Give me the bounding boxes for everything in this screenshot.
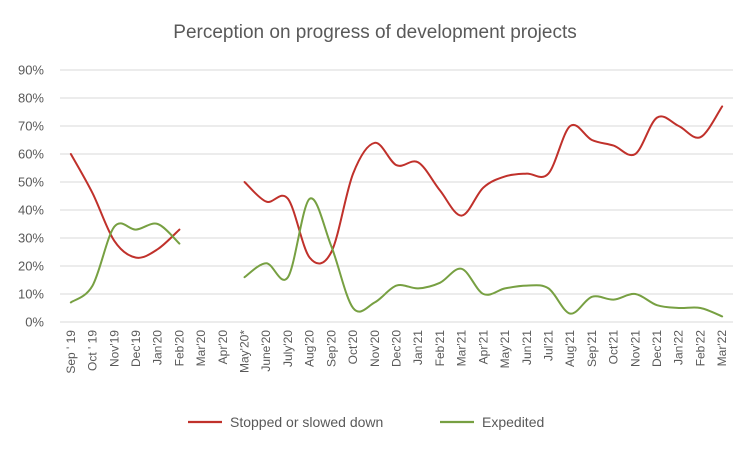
x-tick-label: Jul'21 (541, 330, 555, 361)
x-tick-label: Dec'21 (650, 330, 664, 367)
y-tick-label: 20% (18, 259, 44, 274)
x-tick-label: Sep ' 19 (64, 330, 78, 374)
x-tick-label: Aug'21 (563, 330, 577, 367)
x-axis-ticks: Sep ' 19 Oct ' 19 Nov'19 Dec'19 Jan'20 Feb'20… (64, 330, 729, 374)
series-line (243, 105, 724, 265)
y-tick-label: 80% (18, 91, 44, 106)
x-tick-label: Feb'22 (693, 330, 707, 367)
x-tick-label: June'20 (259, 330, 273, 372)
x-tick-label: Sep'20 (324, 330, 338, 367)
x-tick-label: Feb'20 (172, 330, 186, 367)
x-tick-label: Nov'21 (628, 330, 642, 367)
series-stopped-or-slowed-down (69, 105, 724, 265)
x-tick-label: Mar'21 (455, 330, 469, 367)
y-tick-label: 70% (18, 119, 44, 134)
x-tick-label: Apr'21 (476, 330, 490, 365)
series-lines (69, 105, 724, 318)
x-tick-label: Jan'20 (151, 330, 165, 365)
gridlines (60, 69, 733, 323)
x-tick-label: Oct'21 (607, 330, 621, 365)
legend-label: Stopped or slowed down (230, 414, 383, 430)
series-line (69, 222, 181, 304)
chart-title: Perception on progress of development pr… (173, 22, 576, 43)
x-tick-label: Dec'20 (390, 330, 404, 367)
y-tick-label: 0% (25, 315, 44, 330)
series-line (69, 153, 181, 259)
series-line (243, 197, 724, 318)
x-tick-label: Oct'20 (346, 330, 360, 365)
legend: Stopped or slowed down Expedited (188, 414, 544, 430)
y-tick-label: 30% (18, 231, 44, 246)
x-tick-label: Jan'22 (672, 330, 686, 365)
x-tick-label: Sep'21 (585, 330, 599, 367)
x-tick-label: July'20 (281, 330, 295, 367)
x-tick-label: Feb'21 (433, 330, 447, 367)
y-axis-ticks: 0% 10% 20% 30% 40% 50% 60% 70% 80% 90% (18, 63, 44, 330)
x-tick-label: Nov'20 (368, 330, 382, 367)
x-tick-label: Apr'20 (216, 330, 230, 365)
x-tick-label: Oct ' 19 (86, 330, 100, 371)
x-tick-label: May'21 (498, 330, 512, 369)
x-tick-label: Dec'19 (129, 330, 143, 367)
x-tick-label: Mar'20 (194, 330, 208, 367)
x-tick-label: Jan'21 (411, 330, 425, 365)
x-tick-label: Aug'20 (303, 330, 317, 367)
y-tick-label: 10% (18, 287, 44, 302)
x-tick-label: Nov'19 (107, 330, 121, 367)
x-tick-label: May'20* (238, 330, 252, 373)
series-expedited (69, 197, 724, 318)
y-tick-label: 40% (18, 203, 44, 218)
legend-label: Expedited (482, 414, 544, 430)
x-tick-label: Mar'22 (715, 330, 729, 367)
y-tick-label: 90% (18, 63, 44, 78)
y-tick-label: 60% (18, 147, 44, 162)
y-tick-label: 50% (18, 175, 44, 190)
x-tick-label: Jun'21 (520, 330, 534, 365)
